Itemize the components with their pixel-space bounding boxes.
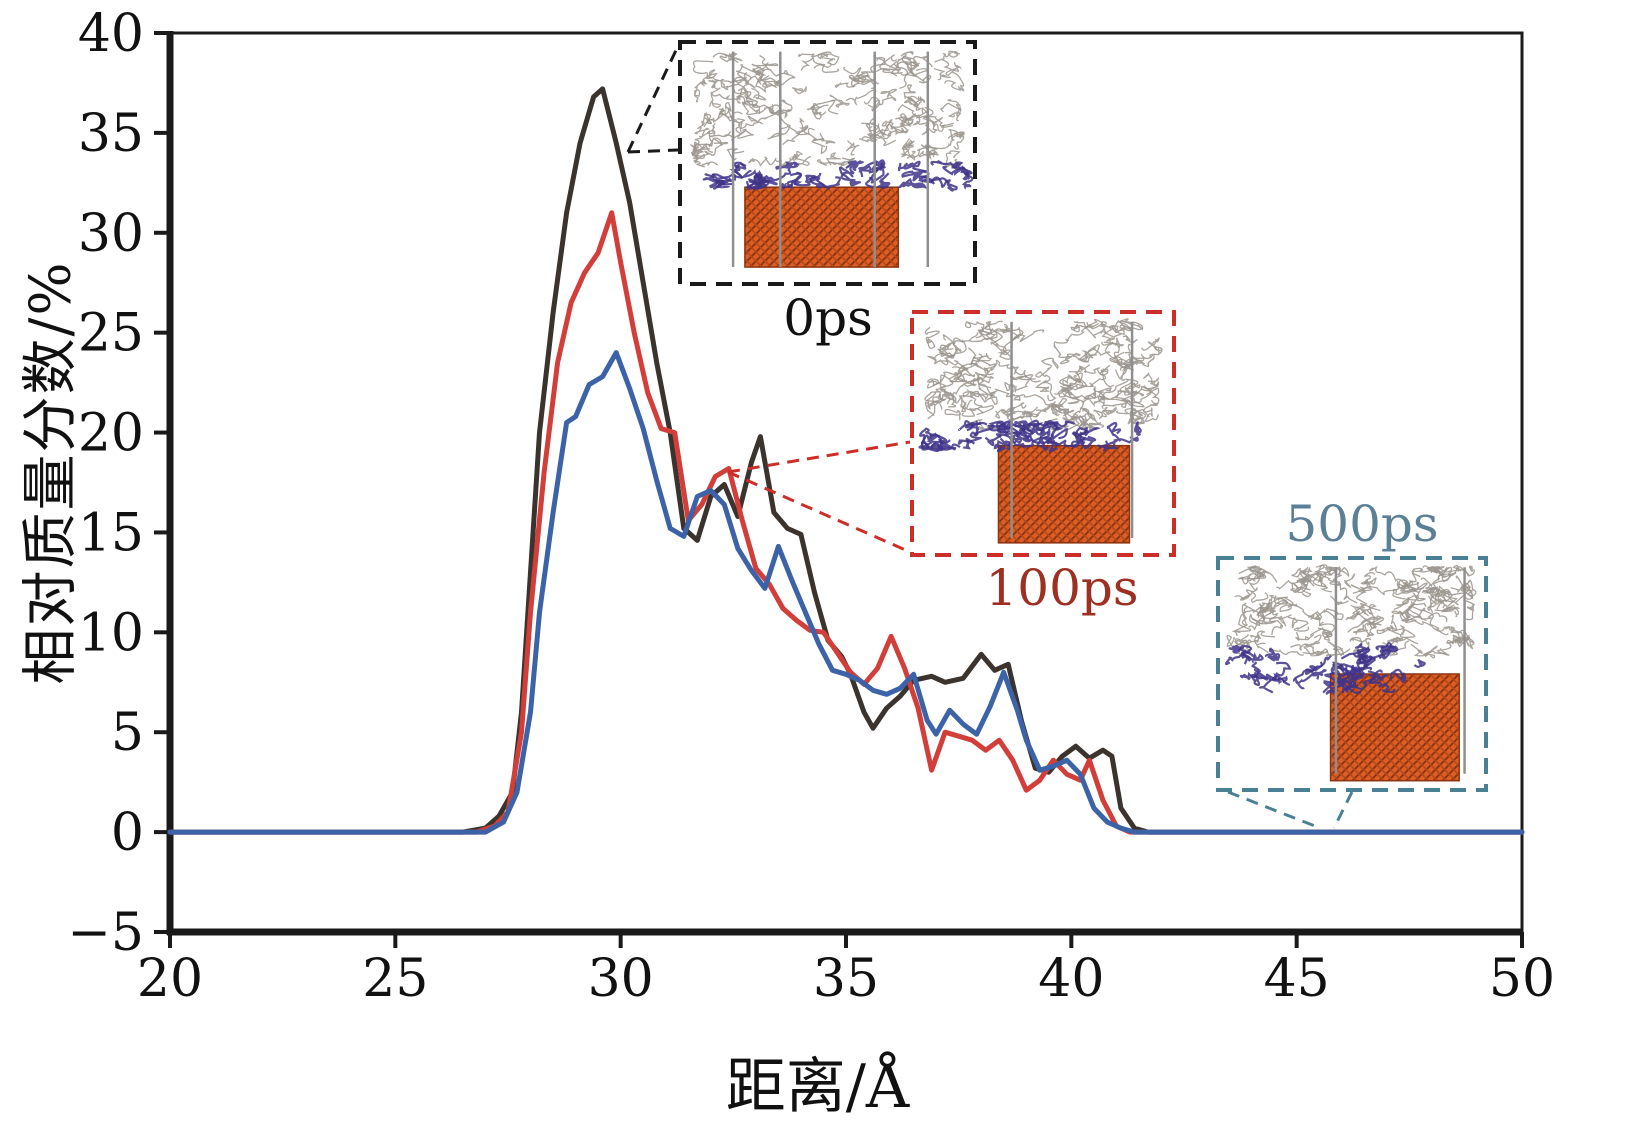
inset-border [678,40,977,286]
inset-leader-line-100ps [727,440,911,474]
inset-leader-line-500ps [1332,791,1354,829]
y-tick-label: 35 [78,104,144,164]
inset-label-500ps: 500ps [1285,495,1439,553]
substrate-block [997,444,1131,544]
y-tick-label: 5 [111,703,144,763]
inset-border [910,310,1176,557]
inset-label-0ps: 0ps [783,289,873,347]
y-tick-label: −5 [67,903,144,963]
inset-leader-line-100ps [727,470,911,554]
inset-snapshot-0ps [678,40,977,286]
y-tick-label: 0 [111,803,144,863]
series-line-100ps [167,210,1525,835]
inset-border [1216,556,1488,792]
inset-snapshot-500ps [1216,556,1488,792]
y-tick-label: 30 [78,204,144,264]
series-line-500ps [167,350,1525,835]
x-tick-label: 20 [137,949,203,1009]
x-tick-label: 30 [588,949,654,1009]
x-axis-title: 距离/Å [725,1052,910,1122]
inset-leader-line-0ps [626,45,680,153]
inset-snapshot-100ps [910,310,1176,557]
x-tick-label: 40 [1038,949,1104,1009]
x-tick-label: 35 [813,949,879,1009]
y-tick-label: 20 [78,404,144,464]
y-tick-label: 40 [78,4,144,64]
x-tick-label: 45 [1264,949,1330,1009]
series-line-0ps [167,86,1525,835]
inset-leader-line-500ps [1227,790,1321,830]
inset-label-100ps: 100ps [985,559,1139,617]
y-axis-title: 相对质量分数/% [18,260,84,685]
y-tick-label: 10 [78,603,144,663]
x-tick-label: 50 [1489,949,1555,1009]
y-tick-label: 25 [78,304,144,364]
x-tick-label: 25 [362,949,428,1009]
y-tick-label: 15 [78,503,144,563]
inset-leader-line-0ps [627,148,679,154]
